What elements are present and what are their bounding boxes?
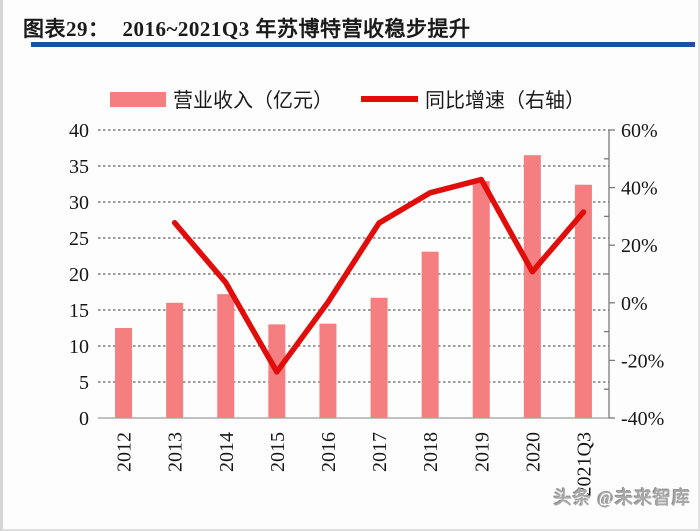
header-divider (31, 42, 695, 47)
bar-2012 (115, 328, 133, 418)
x-axis-label-2019: 2019 (471, 432, 493, 472)
bar-2014 (217, 294, 235, 418)
x-axis-label-2020: 2020 (522, 432, 544, 472)
left-axis-label-20: 20 (69, 264, 89, 286)
bar-2020 (523, 155, 541, 418)
x-axis-label-2021Q3: 2021Q3 (573, 432, 595, 496)
bar-2013 (166, 302, 184, 418)
bar-2018 (421, 251, 439, 418)
left-axis-label-0: 0 (79, 408, 89, 430)
bar-2019 (472, 181, 490, 418)
left-axis-label-10: 10 (69, 336, 89, 358)
left-axis-label-15: 15 (69, 300, 89, 322)
watermark: 头条 @未来智库 (553, 488, 691, 508)
left-axis-label-40: 40 (69, 120, 89, 142)
x-axis-label-2016: 2016 (318, 432, 340, 472)
figure-header: 图表29： 2016~2021Q3 年苏博特营收稳步提升 (3, 0, 698, 42)
left-axis-label-25: 25 (69, 228, 89, 250)
growth-line (171, 176, 587, 375)
right-axis (604, 129, 615, 419)
right-axis-label--40%: -40% (621, 408, 664, 430)
x-axis-label-2015: 2015 (267, 432, 289, 472)
growth-polyline (171, 176, 587, 375)
x-axis-label-2018: 2018 (420, 432, 442, 472)
x-axis-label-2017: 2017 (369, 432, 391, 472)
gridlines (98, 129, 609, 419)
legend-bar-label: 营业收入（亿元） (173, 89, 333, 112)
left-axis-label-35: 35 (69, 156, 89, 178)
bar-2016 (319, 323, 337, 418)
right-axis-label-60%: 60% (621, 120, 658, 142)
x-axis-label-2014: 2014 (216, 432, 238, 472)
bar-2021Q3 (574, 184, 592, 418)
figure-number: 图表29： (23, 17, 110, 41)
figure-title: 2016~2021Q3 年苏博特营收稳步提升 (122, 17, 471, 41)
x-axis-label-2012: 2012 (114, 432, 136, 472)
legend-line-label: 同比增速（右轴） (425, 89, 585, 112)
left-axis-label-30: 30 (69, 192, 89, 214)
bar-2017 (370, 297, 388, 418)
right-axis-label-0%: 0% (621, 293, 648, 315)
chart-area: 40 35 30 25 20 15 10 5 0 60% 40% 20% 0% -20% -40% 2012 2… (3, 56, 698, 526)
right-axis-label-40%: 40% (621, 178, 658, 200)
revenue-bars (115, 155, 592, 418)
x-axis-label-2013: 2013 (165, 432, 187, 472)
right-axis-label--20%: -20% (621, 350, 664, 372)
right-axis-label-20%: 20% (621, 235, 658, 257)
left-axis-label-5: 5 (79, 372, 89, 394)
legend-bar-swatch (110, 92, 166, 107)
chart-legend: 营业收入（亿元） 同比增速（右轴） (110, 89, 585, 112)
